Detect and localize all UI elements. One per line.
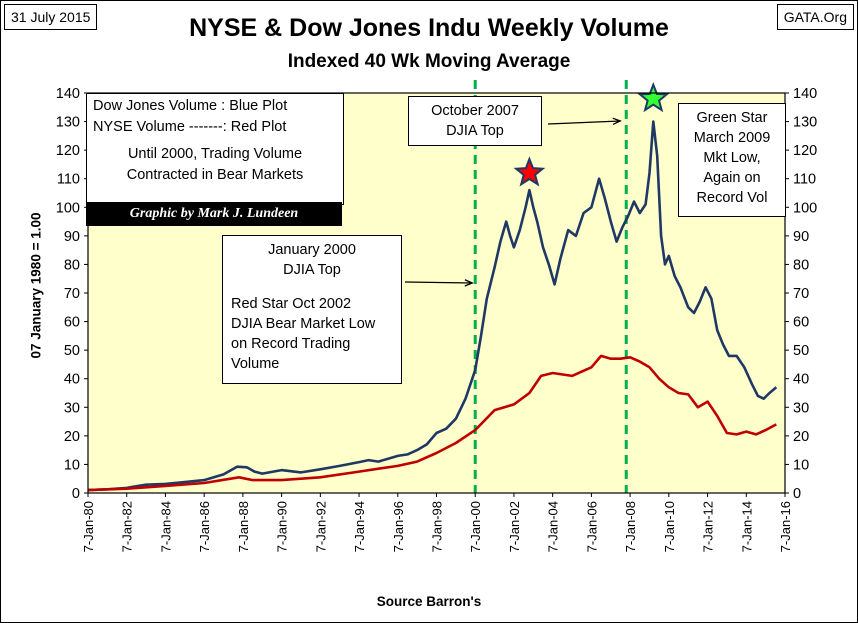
green-star-line2: March 2009 — [693, 130, 771, 146]
y-tick-label-left: 60 — [64, 315, 80, 331]
x-tick-label: 7-Jan-10 — [662, 501, 677, 552]
chart-subtitle: Indexed 40 Wk Moving Average — [287, 51, 571, 72]
x-tick-label: 7-Jan-16 — [778, 501, 793, 552]
y-tick-label-right: 10 — [793, 457, 809, 473]
jan2000-line1: January 2000 — [268, 242, 356, 258]
x-tick-label: 7-Jan-00 — [468, 501, 483, 552]
green-star-line1: Green Star — [696, 110, 768, 126]
oct2007-line1: October 2007 — [431, 103, 519, 119]
x-tick-label: 7-Jan-02 — [507, 501, 522, 552]
x-tick-label: 7-Jan-14 — [739, 501, 754, 552]
x-tick-label: 7-Jan-96 — [391, 501, 406, 552]
y-tick-label-left: 40 — [64, 372, 80, 388]
series-line-dow-jones-volume — [87, 120, 778, 492]
y-tick-label-left: 30 — [64, 400, 80, 416]
y-tick-label-right: 30 — [793, 400, 809, 416]
credit-banner: Graphic by Mark J. Lundeen — [86, 202, 342, 226]
green-star-line4: Again on — [703, 170, 761, 186]
series-layer — [87, 120, 778, 492]
y-tick-label-right: 20 — [793, 429, 809, 445]
plot-border — [87, 92, 786, 494]
annotation-arrowhead — [464, 279, 474, 287]
y-tick-label-right: 130 — [793, 115, 817, 131]
axes-layer: 0 0 10 10 20 20 30 30 40 40 50 50 60 60 70 70 80 80 90 90 10… — [56, 86, 817, 552]
legend-note-2: Contracted in Bear Markets — [126, 167, 304, 183]
legend-box: Dow Jones Volume : Blue Plot NYSE Volume… — [86, 93, 344, 205]
y-tick-label-right: 0 — [793, 486, 801, 502]
y-tick-label-left: 50 — [64, 343, 80, 359]
y-tick-label-left: 120 — [56, 143, 80, 159]
arrows-layer — [404, 117, 622, 287]
y-tick-label-left: 70 — [64, 286, 80, 302]
y-tick-label-right: 100 — [793, 200, 817, 216]
y-tick-label-left: 0 — [72, 486, 80, 502]
y-tick-label-right: 40 — [793, 372, 809, 388]
y-tick-label-right: 50 — [793, 343, 809, 359]
red-star-line3: on Record Trading — [231, 336, 351, 352]
legend-note-1: Until 2000, Trading Volume — [127, 146, 303, 162]
site-label: GATA.Org — [776, 4, 854, 30]
x-tick-label: 7-Jan-84 — [158, 501, 173, 552]
legend-nyse: NYSE Volume -------: Red Plot — [93, 119, 287, 135]
legend-dow: Dow Jones Volume : Blue Plot — [93, 98, 288, 114]
x-tick-label: 7-Jan-98 — [430, 501, 445, 552]
y-tick-label-right: 110 — [793, 172, 816, 188]
y-tick-label-left: 10 — [64, 457, 80, 473]
green-star-line3: Mkt Low, — [703, 150, 761, 166]
annotation-arrowhead — [612, 117, 622, 126]
annotation-arrow — [404, 281, 473, 284]
y-tick-label-left: 80 — [64, 257, 80, 273]
red-star-line1: Red Star Oct 2002 — [231, 296, 352, 312]
y-tick-label-right: 140 — [793, 86, 817, 102]
x-tick-label: 7-Jan-12 — [701, 501, 716, 552]
x-tick-label: 7-Jan-82 — [120, 501, 135, 552]
date-label: 31 July 2015 — [4, 4, 98, 30]
annotation-green-star: Green Star March 2009 Mkt Low, Again on … — [678, 103, 786, 217]
x-tick-label: 7-Jan-06 — [584, 501, 599, 552]
oct2007-line2: DJIA Top — [446, 123, 504, 139]
y-tick-label-left: 90 — [64, 229, 80, 245]
series-line-nyse-volume — [87, 354, 777, 492]
y-tick-label-right: 60 — [793, 315, 809, 331]
green-star-line5: Record Vol — [696, 190, 768, 206]
vertical-markers — [473, 80, 628, 493]
y-tick-label-right: 120 — [793, 143, 817, 159]
y-tick-label-right: 70 — [793, 286, 809, 302]
star-marker — [513, 156, 546, 187]
y-tick-label-left: 110 — [57, 172, 80, 188]
x-tick-label: 7-Jan-86 — [197, 501, 212, 552]
jan2000-line2: DJIA Top — [283, 262, 341, 278]
x-tick-label: 7-Jan-92 — [313, 501, 328, 552]
x-tick-label: 7-Jan-94 — [352, 501, 367, 552]
x-tick-label: 7-Jan-04 — [546, 501, 561, 552]
red-star-line2: DJIA Bear Market Low — [231, 316, 376, 332]
chart-title: NYSE & Dow Jones Indu Weekly Volume — [189, 14, 669, 42]
y-tick-label-right: 90 — [793, 229, 809, 245]
red-star-line4: Volume — [231, 356, 280, 372]
annotation-jan2000: January 2000 DJIA Top Red Star Oct 2002 … — [222, 235, 402, 384]
y-axis-label: 07 January 1980 = 1.00 — [28, 212, 44, 359]
stars-layer — [513, 81, 670, 187]
y-tick-label-left: 140 — [56, 86, 80, 102]
x-tick-label: 7-Jan-88 — [236, 501, 251, 552]
y-tick-label-left: 20 — [64, 429, 80, 445]
x-tick-label: 7-Jan-80 — [81, 501, 96, 552]
star-marker — [637, 81, 670, 113]
annotation-oct2007: October 2007 DJIA Top — [408, 96, 542, 146]
y-tick-label-left: 100 — [56, 200, 80, 216]
annotation-arrow — [547, 120, 621, 125]
x-tick-label: 7-Jan-90 — [275, 501, 290, 552]
y-tick-label-left: 130 — [56, 115, 80, 131]
x-axis-label: Source Barron's — [376, 594, 482, 609]
y-tick-label-right: 80 — [793, 257, 809, 273]
x-tick-label: 7-Jan-08 — [623, 501, 638, 552]
